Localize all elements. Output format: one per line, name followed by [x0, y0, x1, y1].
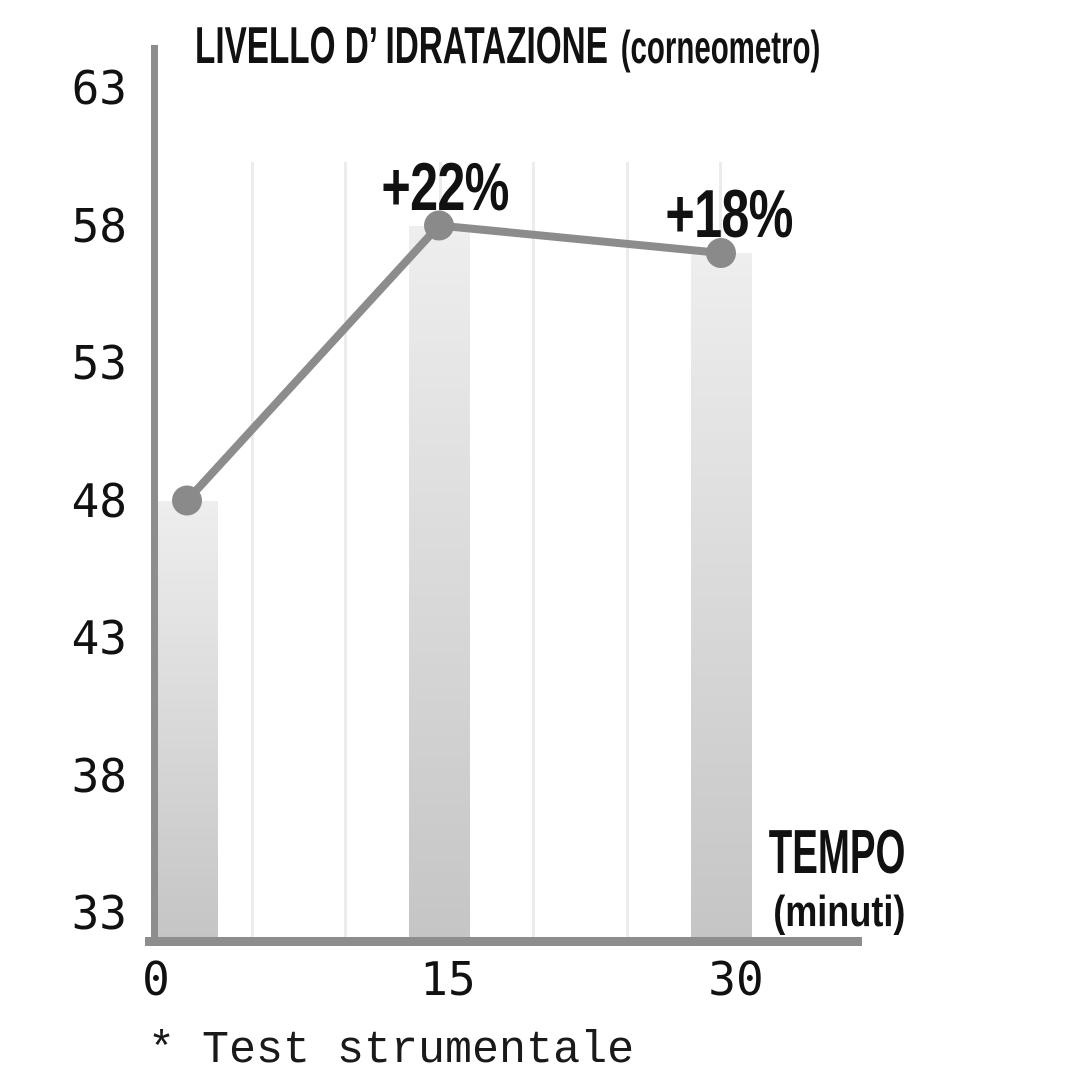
- data-point-0min: [172, 485, 202, 516]
- x-axis-title: TEMPO (minuti): [685, 822, 905, 934]
- x-axis-title-main: TEMPO: [768, 818, 905, 887]
- y-tick-label-48: 48: [71, 473, 127, 528]
- chart-title-main: LIVELLO D’ IDRATAZIONE: [195, 17, 608, 75]
- data-point-30min: [706, 238, 736, 268]
- y-tick-label-33: 33: [71, 886, 127, 940]
- point-label-15min: +22%: [381, 148, 509, 225]
- gridline: [250, 162, 254, 937]
- y-tick-label-53: 53: [71, 336, 127, 390]
- y-tick-label-58: 58: [71, 198, 127, 253]
- x-tick-label-15: 15: [420, 952, 476, 1006]
- x-axis-line: [145, 937, 862, 946]
- bar-15min: [408, 225, 470, 937]
- x-tick-label-0: 0: [142, 952, 170, 1006]
- bar-30min: [690, 253, 752, 937]
- bar-0min: [156, 500, 218, 937]
- chart-title: LIVELLO D’ IDRATAZIONE (corneometro): [195, 20, 820, 72]
- y-tick-label-63: 63: [71, 61, 127, 115]
- data-point-15min: [424, 210, 454, 241]
- chart-title-sub: (corneometro): [620, 21, 821, 73]
- gridline: [625, 162, 629, 937]
- gridline: [343, 162, 347, 937]
- footnote: * Test strumentale: [148, 1025, 635, 1076]
- y-tick-label-38: 38: [71, 748, 127, 803]
- x-tick-label-30: 30: [708, 952, 764, 1006]
- y-axis-line: [151, 45, 158, 946]
- point-label-30min: +18%: [665, 176, 793, 252]
- trend-line: [184, 221, 722, 504]
- y-tick-label-43: 43: [71, 611, 127, 665]
- x-axis-title-sub: (minuti): [772, 887, 905, 936]
- gridline: [531, 162, 535, 937]
